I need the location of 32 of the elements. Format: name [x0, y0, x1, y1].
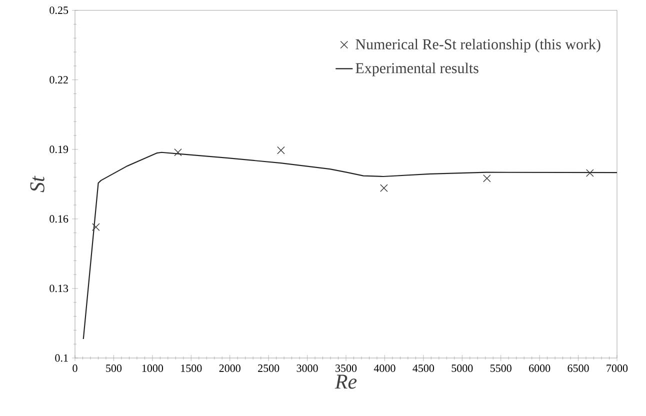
x-tick-label: 2000 — [219, 364, 240, 372]
x-tick-label: 4000 — [374, 364, 396, 372]
x-tick-label: 2500 — [258, 364, 280, 372]
x-tick-label: 1500 — [181, 364, 202, 372]
line-series — [82, 152, 617, 340]
legend-label: Numerical Re-St relationship (this work) — [356, 38, 600, 52]
x-tick-label: 5000 — [452, 364, 473, 372]
y-tick-label: 0.13 — [50, 284, 68, 292]
x-tick-label: 500 — [106, 364, 122, 372]
y-tick-label: 0.22 — [50, 76, 68, 84]
x-tick-label: 3500 — [336, 364, 357, 372]
x-tick-label: 6500 — [568, 364, 589, 372]
y-tick-label: 0.25 — [50, 6, 68, 14]
point — [92, 223, 100, 231]
legend-label: Experimental results — [356, 62, 478, 76]
y-tick-label: 0.1 — [55, 354, 68, 362]
y-tick-label: 0.16 — [50, 215, 68, 223]
y-tick-label: 0.19 — [50, 146, 68, 154]
x-tick-label: 5500 — [490, 364, 512, 372]
point — [380, 184, 388, 192]
point — [174, 148, 182, 156]
x-tick-label: 3000 — [296, 364, 318, 372]
x-tick-label: 4500 — [412, 364, 434, 372]
point — [277, 146, 285, 154]
x-tick-label: 1000 — [142, 364, 164, 372]
x-axis-title: Re — [334, 374, 357, 389]
point — [586, 169, 594, 177]
point — [483, 174, 491, 182]
x-tick-label: 6000 — [529, 364, 550, 372]
y-axis-title: St — [30, 176, 44, 192]
x-tick-label: 0 — [72, 364, 78, 372]
x-tick-label: 7000 — [606, 364, 628, 372]
